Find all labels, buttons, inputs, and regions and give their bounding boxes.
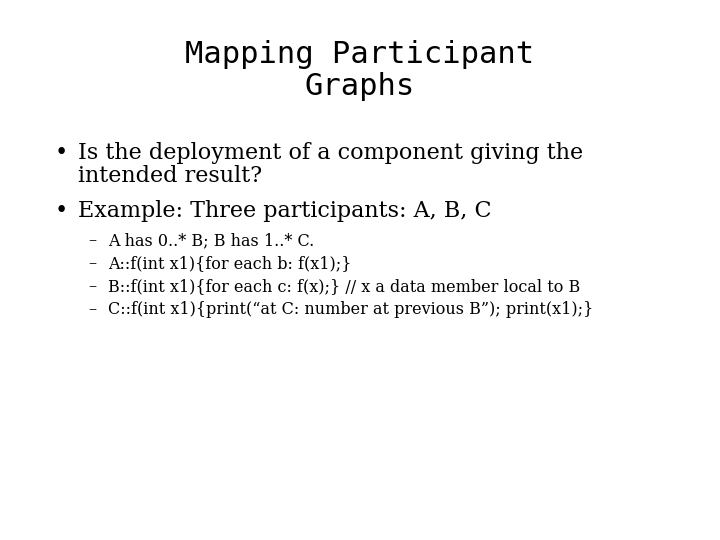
Text: •: • xyxy=(55,142,68,164)
Text: Is the deployment of a component giving the: Is the deployment of a component giving … xyxy=(78,142,583,164)
Text: B::f(int x1){for each c: f(x);} // x a data member local to B: B::f(int x1){for each c: f(x);} // x a d… xyxy=(108,278,580,295)
Text: –: – xyxy=(88,278,96,295)
Text: –: – xyxy=(88,255,96,272)
Text: Example: Three participants: A, B, C: Example: Three participants: A, B, C xyxy=(78,200,492,222)
Text: •: • xyxy=(55,200,68,222)
Text: intended result?: intended result? xyxy=(78,165,262,187)
Text: –: – xyxy=(88,232,96,249)
Text: –: – xyxy=(88,301,96,318)
Text: A::f(int x1){for each b: f(x1);}: A::f(int x1){for each b: f(x1);} xyxy=(108,255,351,272)
Text: Graphs: Graphs xyxy=(305,72,415,101)
Text: C::f(int x1){print(“at C: number at previous B”); print(x1);}: C::f(int x1){print(“at C: number at prev… xyxy=(108,301,593,318)
Text: A has 0..* B; B has 1..* C.: A has 0..* B; B has 1..* C. xyxy=(108,232,314,249)
Text: Mapping Participant: Mapping Participant xyxy=(186,40,534,69)
